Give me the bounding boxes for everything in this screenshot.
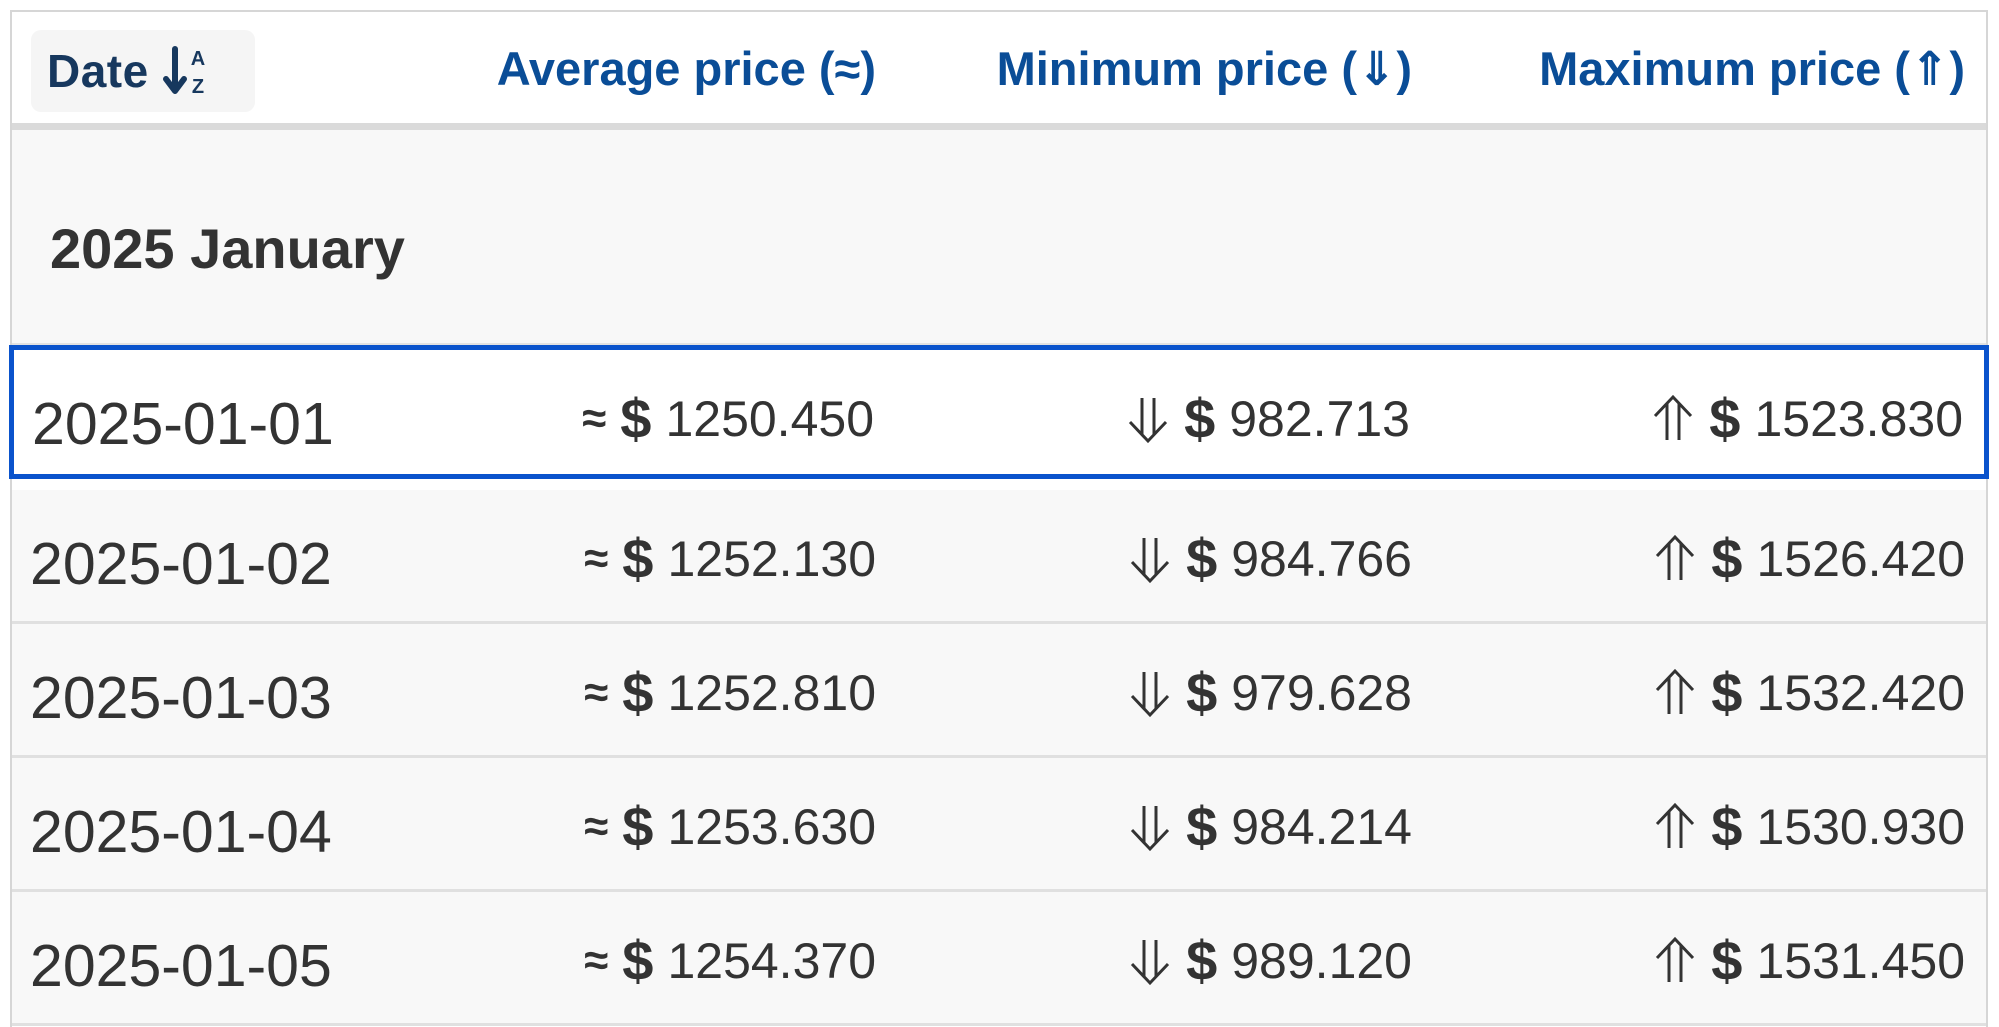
approx-icon: ≈ — [584, 667, 609, 717]
minimum-value: 979.628 — [1231, 664, 1412, 721]
row-average-price: ≈ $ 1252.810 — [584, 660, 876, 725]
minimum-value: 982.713 — [1229, 390, 1410, 447]
currency-symbol: $ — [1709, 387, 1741, 450]
row-average-price: ≈ $ 1252.130 — [584, 526, 876, 591]
table-row[interactable]: 2025-01-03 ≈ $ 1252.810 $ 979.628 $ 1532… — [12, 624, 1986, 758]
sort-a-z-icon: A Z — [162, 43, 211, 99]
approx-icon: ≈ — [584, 801, 609, 851]
average-value: 1253.630 — [667, 798, 876, 855]
minimum-price-header[interactable]: Minimum price (⇓) — [996, 42, 1412, 95]
double-arrow-down-icon — [1128, 936, 1172, 986]
double-arrow-down-icon — [1128, 802, 1172, 852]
minimum-value: 984.214 — [1231, 798, 1412, 855]
maximum-price-header[interactable]: Maximum price (⇑) — [1539, 42, 1965, 95]
average-price-header[interactable]: Average price (≈) — [496, 42, 876, 95]
maximum-value: 1523.830 — [1754, 390, 1963, 447]
row-maximum-price: $ 1523.830 — [1651, 386, 1963, 451]
currency-symbol: $ — [622, 527, 654, 590]
row-maximum-price: $ 1530.930 — [1653, 794, 1965, 859]
row-date: 2025-01-01 — [32, 391, 334, 457]
double-arrow-up-icon — [1653, 668, 1697, 718]
minimum-value: 984.766 — [1231, 530, 1412, 587]
row-minimum-price: $ 984.766 — [1128, 526, 1412, 591]
double-arrow-up-icon — [1651, 394, 1695, 444]
table-row[interactable]: 2025-01-02 ≈ $ 1252.130 $ 984.766 $ 1526… — [12, 490, 1986, 624]
maximum-value: 1531.450 — [1756, 932, 1965, 989]
row-maximum-price: $ 1526.420 — [1653, 526, 1965, 591]
table-row-selected[interactable]: 2025-01-01 ≈ $ 1250.450 $ 982.713 $ 1523… — [9, 345, 1989, 479]
currency-symbol: $ — [1711, 661, 1743, 724]
double-arrow-up-icon — [1653, 534, 1697, 584]
minimum-value: 989.120 — [1231, 932, 1412, 989]
currency-symbol: $ — [1184, 387, 1216, 450]
currency-symbol: $ — [1186, 661, 1218, 724]
row-date: 2025-01-04 — [30, 799, 332, 865]
average-value: 1250.450 — [665, 390, 874, 447]
currency-symbol: $ — [620, 387, 652, 450]
currency-symbol: $ — [622, 661, 654, 724]
row-average-price: ≈ $ 1253.630 — [584, 794, 876, 859]
currency-symbol: $ — [1711, 929, 1743, 992]
currency-symbol: $ — [1186, 929, 1218, 992]
maximum-value: 1526.420 — [1756, 530, 1965, 587]
double-arrow-up-icon — [1653, 936, 1697, 986]
approx-icon: ≈ — [584, 935, 609, 985]
average-value: 1252.130 — [667, 530, 876, 587]
average-value: 1252.810 — [667, 664, 876, 721]
row-average-price: ≈ $ 1254.370 — [584, 928, 876, 993]
maximum-value: 1530.930 — [1756, 798, 1965, 855]
price-table: Date A Z Average price (≈) Minimum price… — [9, 10, 1989, 1027]
currency-symbol: $ — [622, 795, 654, 858]
row-date: 2025-01-05 — [30, 933, 332, 999]
svg-text:Z: Z — [192, 76, 204, 98]
row-maximum-price: $ 1532.420 — [1653, 660, 1965, 725]
double-arrow-up-icon — [1653, 802, 1697, 852]
currency-symbol: $ — [1186, 527, 1218, 590]
date-column-header: Date — [47, 45, 149, 97]
date-sort-button[interactable]: Date A Z — [31, 30, 255, 112]
row-date: 2025-01-02 — [30, 531, 332, 597]
row-minimum-price: $ 989.120 — [1128, 928, 1412, 993]
svg-text:A: A — [190, 48, 204, 70]
approx-icon: ≈ — [584, 533, 609, 583]
row-minimum-price: $ 982.713 — [1126, 386, 1410, 451]
row-date: 2025-01-03 — [30, 665, 332, 731]
group-header-row: 2025 January — [12, 130, 1986, 345]
maximum-value: 1532.420 — [1756, 664, 1965, 721]
currency-symbol: $ — [1711, 527, 1743, 590]
row-average-price: ≈ $ 1250.450 — [582, 386, 874, 451]
double-arrow-down-icon — [1126, 394, 1170, 444]
group-title: 2025 January — [50, 217, 405, 280]
currency-symbol: $ — [1711, 795, 1743, 858]
row-maximum-price: $ 1531.450 — [1653, 928, 1965, 993]
double-arrow-down-icon — [1128, 668, 1172, 718]
row-minimum-price: $ 979.628 — [1128, 660, 1412, 725]
table-row[interactable]: 2025-01-04 ≈ $ 1253.630 $ 984.214 $ 1530… — [12, 758, 1986, 892]
currency-symbol: $ — [1186, 795, 1218, 858]
row-minimum-price: $ 984.214 — [1128, 794, 1412, 859]
average-value: 1254.370 — [667, 932, 876, 989]
currency-symbol: $ — [622, 929, 654, 992]
approx-icon: ≈ — [582, 393, 607, 443]
table-header: Date A Z Average price (≈) Minimum price… — [12, 12, 1986, 130]
double-arrow-down-icon — [1128, 534, 1172, 584]
table-row[interactable]: 2025-01-05 ≈ $ 1254.370 $ 989.120 $ 1531… — [12, 892, 1986, 1026]
